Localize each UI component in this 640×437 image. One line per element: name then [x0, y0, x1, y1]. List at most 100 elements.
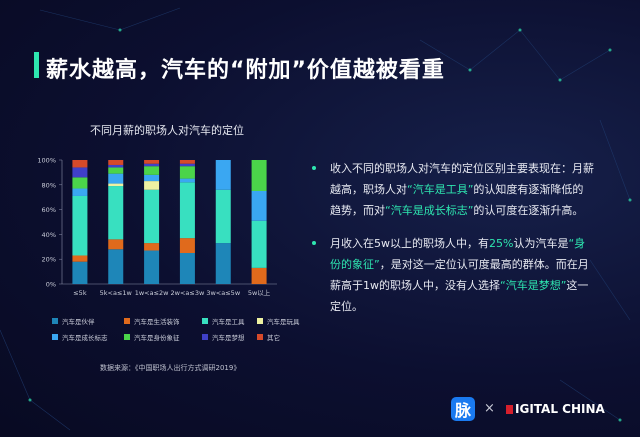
bar-segment — [72, 261, 88, 284]
bar-segment — [72, 160, 88, 168]
maimai-logo: 脉 — [451, 397, 475, 421]
legend-swatch — [202, 318, 208, 324]
bullet-dot-icon — [312, 241, 316, 245]
bar-segment — [72, 167, 88, 178]
legend-swatch — [124, 334, 130, 340]
y-tick-label: 100% — [37, 157, 56, 165]
bar-segment — [179, 166, 195, 179]
bar-segment — [215, 243, 231, 284]
legend-label: 汽车是成长标志 — [62, 334, 108, 342]
digitalchina-logo-text: IGITAL CHINA — [515, 402, 605, 416]
legend-swatch — [202, 334, 208, 340]
legend-label: 其它 — [267, 334, 280, 342]
bar-segment — [179, 178, 195, 183]
bar-segment — [108, 186, 124, 240]
x-tick-label: 2w<a≤3w — [171, 289, 205, 297]
bar-segment — [72, 255, 88, 262]
bar-segment — [179, 253, 195, 284]
legend-item: 汽车是伙伴 — [52, 316, 95, 326]
y-tick-label: 20% — [42, 256, 56, 264]
bar-segment — [144, 250, 160, 284]
bullet-text: 收入不同的职场人对汽车的定位区别主要表现在：月薪越高，职场人对 — [330, 162, 594, 196]
bullet-highlight: “汽车是梦想” — [500, 279, 567, 292]
bar-segment — [108, 239, 124, 250]
legend-item: 汽车是梦想 — [202, 332, 245, 342]
bar-segment — [144, 160, 160, 164]
x-tick-label: ≤5k — [73, 289, 87, 297]
bullet-text: 月收入在5w以上的职场人中，有 — [330, 237, 489, 250]
legend-label: 汽车是身份象征 — [134, 334, 180, 342]
bar-segment — [179, 182, 195, 239]
bar-segment — [251, 160, 267, 191]
bar-segment — [108, 183, 124, 187]
bar-segment — [108, 160, 124, 165]
bar-segment — [144, 174, 160, 182]
legend-swatch — [124, 318, 130, 324]
bullet-text: 的认可度在逐渐升高。 — [473, 204, 584, 217]
bullet-highlight: 25% — [489, 237, 514, 250]
legend-item: 汽车是工具 — [202, 316, 245, 326]
digitalchina-mark-icon — [506, 404, 513, 414]
legend-label: 汽车是生活装饰 — [134, 318, 180, 326]
bar-segment — [251, 191, 267, 221]
y-tick-label: 0% — [46, 281, 56, 289]
legend-swatch — [257, 318, 263, 324]
x-tick-label: 5w以上 — [248, 288, 271, 297]
legend-label: 汽车是梦想 — [212, 334, 245, 342]
times-separator: × — [484, 401, 495, 416]
bullet-text: 的认知度有逐渐降低的趋势，而对 — [330, 183, 584, 217]
legend-label: 汽车是伙伴 — [62, 318, 95, 326]
bar-segment — [144, 243, 160, 251]
legend-label: 汽车是玩具 — [267, 318, 300, 326]
bar-segment — [72, 195, 88, 256]
legend-swatch — [52, 318, 58, 324]
bullet-item: 收入不同的职场人对汽车的定位区别主要表现在：月薪越高，职场人对“汽车是工具”的认… — [312, 158, 594, 221]
data-source: 数据来源：《中国职场人出行方式调研2019》 — [100, 364, 241, 372]
title-accent-bar — [34, 52, 39, 78]
bar-segment — [108, 164, 124, 168]
x-tick-label: 5k<a≤1w — [100, 289, 133, 297]
bar-segment — [108, 167, 124, 174]
bar-segment — [251, 267, 267, 284]
legend-item: 汽车是成长标志 — [52, 332, 108, 342]
bullet-highlight: “汽车是工具” — [407, 183, 474, 196]
bullet-list: 收入不同的职场人对汽车的定位区别主要表现在：月薪越高，职场人对“汽车是工具”的认… — [312, 158, 594, 329]
bullet-text: 认为汽车是 — [513, 237, 569, 250]
bar-segment — [144, 189, 160, 244]
legend-item: 汽车是身份象征 — [124, 332, 180, 342]
bar-segment — [251, 220, 267, 268]
digitalchina-logo: IGITAL CHINA — [506, 402, 605, 416]
bar-segment — [144, 181, 160, 190]
bar-segment — [179, 238, 195, 253]
stacked-bar-chart: 0% 20% 40% 60% 80% 100% ≤5k 5k<a≤1w 1w<a≤2w 2w<a≤… — [37, 157, 277, 297]
bar-segment — [179, 163, 195, 167]
y-tick-label: 80% — [42, 181, 56, 189]
y-tick-label: 40% — [42, 231, 56, 239]
bar-segment — [72, 177, 88, 189]
bar-segment — [144, 163, 160, 167]
bullet-dot-icon — [312, 166, 316, 170]
legend-item: 汽车是玩具 — [257, 316, 300, 326]
bullet-highlight: “汽车是成长标志” — [385, 204, 474, 217]
x-tick-label: 3w<a≤5w — [206, 289, 240, 297]
legend-swatch — [52, 334, 58, 340]
bar-segment — [215, 160, 231, 190]
bullet-text: ，是对这一定位认可度最高的群体。而在月薪高于1w的职场人中，没有人选择 — [330, 258, 589, 292]
page-title: 薪水越高，汽车的“附加”价值越被看重 — [46, 58, 445, 83]
legend-item: 汽车是生活装饰 — [124, 316, 180, 326]
chart-title: 不同月薪的职场人对汽车的定位 — [90, 124, 244, 137]
legend-item: 其它 — [257, 332, 280, 342]
bullet-text: 这一定位。 — [330, 279, 589, 313]
x-tick-label: 1w<a≤2w — [135, 289, 169, 297]
bar-segment — [215, 189, 231, 244]
bar-segment — [72, 188, 88, 196]
bullet-highlight: “身份的象征” — [330, 237, 586, 271]
bar-segment — [108, 173, 124, 184]
y-tick-label: 60% — [42, 206, 56, 214]
bullet-item: 月收入在5w以上的职场人中，有25%认为汽车是“身份的象征”，是对这一定位认可度… — [312, 233, 594, 317]
bar-segment — [179, 160, 195, 164]
bar-segment — [144, 166, 160, 175]
legend-swatch — [257, 334, 263, 340]
